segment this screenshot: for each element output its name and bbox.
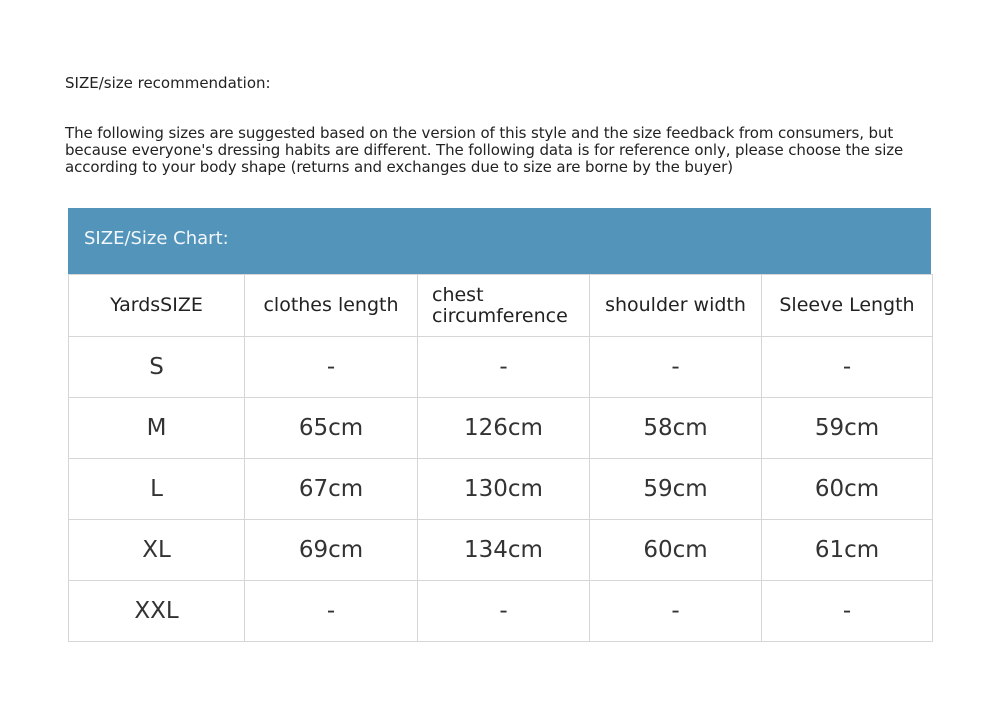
column-header: chest circumference xyxy=(417,274,590,337)
table-row: L 67cm 130cm 59cm 60cm xyxy=(68,458,933,520)
table-cell: 59cm xyxy=(589,458,762,520)
table-cell: - xyxy=(417,580,590,642)
table-cell: - xyxy=(589,580,762,642)
table-row: M 65cm 126cm 58cm 59cm xyxy=(68,397,933,459)
table-cell: 58cm xyxy=(589,397,762,459)
table-cell: 60cm xyxy=(589,519,762,581)
size-table: YardsSIZE clothes length chest circumfer… xyxy=(68,274,933,642)
size-label: M xyxy=(68,397,245,459)
table-cell: 59cm xyxy=(761,397,933,459)
table-cell: - xyxy=(761,336,933,398)
description: The following sizes are suggested based … xyxy=(65,124,904,176)
table-cell: - xyxy=(761,580,933,642)
table-cell: - xyxy=(417,336,590,398)
table-cell: 60cm xyxy=(761,458,933,520)
size-label: S xyxy=(68,336,245,398)
table-cell: 130cm xyxy=(417,458,590,520)
table-cell: 126cm xyxy=(417,397,590,459)
table-cell: 65cm xyxy=(244,397,418,459)
table-cell: 69cm xyxy=(244,519,418,581)
table-header-row: YardsSIZE clothes length chest circumfer… xyxy=(68,274,933,337)
table-cell: - xyxy=(244,336,418,398)
table-cell: 67cm xyxy=(244,458,418,520)
table-row: XXL - - - - xyxy=(68,580,933,642)
table-cell: - xyxy=(589,336,762,398)
table-cell: 61cm xyxy=(761,519,933,581)
column-header: shoulder width xyxy=(589,274,762,337)
size-label: XL xyxy=(68,519,245,581)
section-title: SIZE/size recommendation: xyxy=(65,74,271,92)
table-row: S---- xyxy=(68,336,933,398)
table-cell: - xyxy=(244,580,418,642)
table-row: XL 69cm 134cm 60cm 61cm xyxy=(68,519,933,581)
size-chart-banner: SIZE/Size Chart: xyxy=(68,208,931,274)
size-label: L xyxy=(68,458,245,520)
column-header: YardsSIZE xyxy=(68,274,245,337)
column-header: Sleeve Length xyxy=(761,274,933,337)
size-label: XXL xyxy=(68,580,245,642)
table-cell: 134cm xyxy=(417,519,590,581)
column-header: clothes length xyxy=(244,274,418,337)
